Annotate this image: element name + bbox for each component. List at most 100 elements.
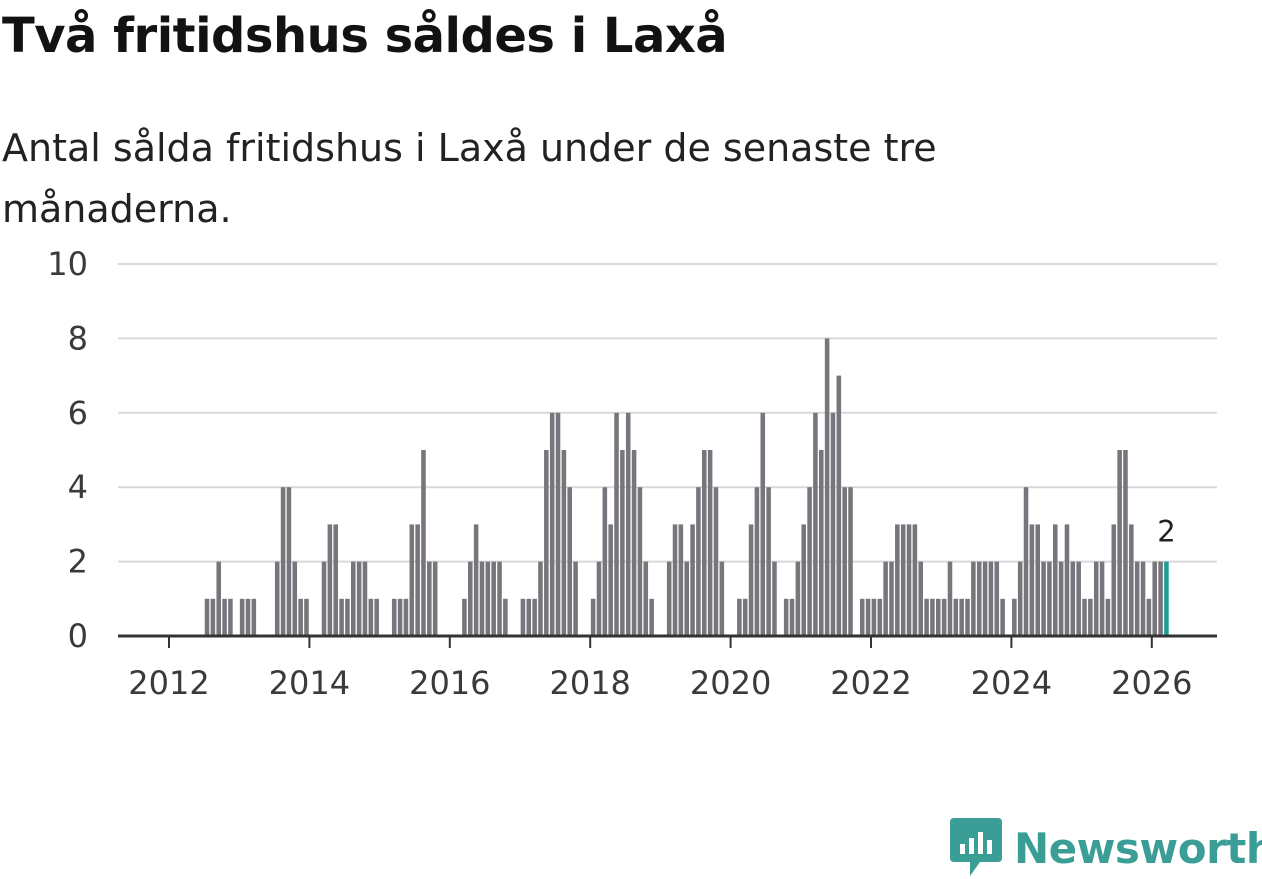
bar [1082, 598, 1087, 636]
bar [643, 561, 649, 636]
bar [637, 487, 643, 636]
x-tick-label: 2020 [690, 664, 771, 702]
bar [690, 524, 695, 636]
bar [795, 561, 801, 636]
bar [245, 598, 251, 636]
bar [830, 412, 836, 636]
bar [555, 412, 561, 636]
bar [965, 598, 970, 636]
bar [1099, 561, 1105, 636]
bar [544, 450, 549, 636]
bar [526, 598, 532, 636]
bar [427, 561, 432, 636]
bar [292, 561, 298, 636]
bar [538, 561, 543, 636]
bar [368, 598, 374, 636]
bar [1053, 524, 1058, 636]
bar [339, 598, 344, 636]
bar [713, 487, 719, 636]
bar [333, 524, 338, 636]
y-tick-label: 4 [68, 468, 88, 506]
bar [1064, 524, 1070, 636]
bar [216, 561, 221, 636]
bar [468, 561, 473, 636]
bar [789, 598, 795, 636]
bar [1093, 561, 1099, 636]
y-tick-label: 2 [68, 543, 88, 581]
bar [614, 412, 619, 636]
y-axis: 0 2 4 6 8 10 [47, 245, 88, 655]
bar [1023, 487, 1029, 636]
bar [702, 450, 707, 636]
bar [274, 561, 280, 636]
bar [204, 598, 210, 636]
bar [953, 598, 959, 636]
bar [696, 487, 701, 636]
bar [707, 450, 713, 636]
bar-latest [1164, 561, 1169, 636]
bar [409, 524, 415, 636]
bar [783, 598, 789, 636]
bar [971, 561, 976, 636]
bar [573, 561, 578, 636]
bar [561, 450, 567, 636]
bar [356, 561, 362, 636]
latest-value-label: 2 [1157, 515, 1175, 549]
bar [1152, 561, 1157, 636]
bar [1070, 561, 1076, 636]
bar [912, 524, 918, 636]
bar [403, 598, 409, 636]
bar [976, 561, 982, 636]
x-tick-label: 2014 [269, 664, 350, 702]
bar [432, 561, 438, 636]
bar [520, 598, 526, 636]
bar [742, 598, 748, 636]
bar [889, 561, 894, 636]
bar [304, 598, 309, 636]
bar [280, 487, 286, 636]
bars [204, 338, 1169, 636]
bar [620, 450, 625, 636]
bar [1041, 561, 1046, 636]
bar [1076, 561, 1081, 636]
bar [491, 561, 496, 636]
bar [374, 598, 379, 636]
bar [228, 598, 233, 636]
x-tick-label: 2022 [830, 664, 911, 702]
bar [918, 561, 923, 636]
bar [994, 561, 1000, 636]
bar [848, 487, 853, 636]
bar [625, 412, 631, 636]
bar [748, 524, 754, 636]
bar [415, 524, 420, 636]
bar [1158, 561, 1163, 636]
bar [345, 598, 350, 636]
bar [567, 487, 572, 636]
bar [1123, 450, 1128, 636]
bar [1047, 561, 1052, 636]
bar [1146, 598, 1152, 636]
bar [391, 598, 397, 636]
bar [772, 561, 777, 636]
bar [596, 561, 602, 636]
bar [865, 598, 871, 636]
y-tick-label: 0 [68, 617, 88, 655]
bar [351, 561, 356, 636]
bar [666, 561, 672, 636]
bar [906, 524, 912, 636]
x-axis: 2012 2014 2016 2018 2020 2022 2024 2026 [118, 634, 1217, 702]
bar [859, 598, 865, 636]
bar [462, 598, 467, 636]
bar [672, 524, 678, 636]
bar [1017, 561, 1023, 636]
bar [1105, 598, 1111, 636]
bar [362, 561, 368, 636]
y-tick-label: 8 [68, 319, 88, 357]
bar [883, 561, 888, 636]
bar [298, 598, 303, 636]
bar [900, 524, 906, 636]
bar [959, 598, 964, 636]
bar [397, 598, 403, 636]
bar [222, 598, 227, 636]
bar [684, 561, 689, 636]
